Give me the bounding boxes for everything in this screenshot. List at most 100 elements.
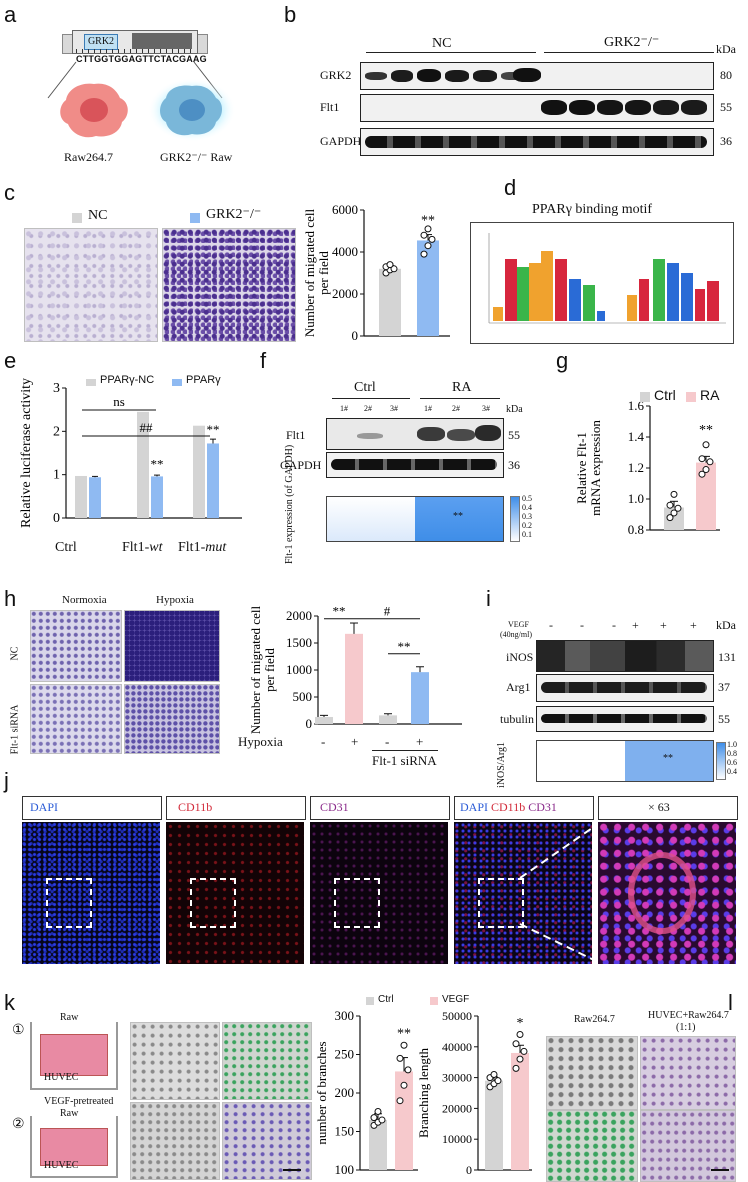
y-axis-label: number of branches xyxy=(314,1041,329,1144)
i-kda: kDa xyxy=(716,618,736,632)
band xyxy=(473,70,497,82)
k-well-1-medium xyxy=(40,1034,108,1076)
c-micrograph-ko xyxy=(162,228,296,342)
bar xyxy=(315,716,333,724)
b-kda: kDa xyxy=(716,42,736,56)
y-tick-label: 2000 xyxy=(332,286,358,301)
j-head-dapi-frame xyxy=(22,796,162,820)
band xyxy=(653,100,679,115)
b-kda-36: 36 xyxy=(720,134,732,148)
panel-label-f: f xyxy=(260,348,267,373)
c-legend-nc-swatch xyxy=(72,213,82,223)
g-legend-ra: RA xyxy=(700,387,720,403)
h-bar-chart: 0 500 1000 1500 2000 Number of migrated cell p… xyxy=(248,604,462,734)
g-legend-ctrl: Ctrl xyxy=(654,387,676,403)
h-sign-1: - xyxy=(321,734,326,749)
data-point xyxy=(516,1055,524,1063)
panel-label-c: c xyxy=(4,180,15,205)
bar xyxy=(696,462,716,530)
i-scale-2: 0.6 xyxy=(727,758,737,767)
c-bar-chart: 0 2000 4000 6000 Number of migrated cell per … xyxy=(302,202,450,343)
b-blot-grk2 xyxy=(360,62,714,90)
k-step2-top: VEGF-pretreated xyxy=(44,1096,114,1107)
data-point xyxy=(428,235,436,243)
bar xyxy=(379,268,401,336)
j-zoom-lines xyxy=(519,823,599,963)
j-roi-box xyxy=(46,878,92,928)
significance-mark: ** xyxy=(333,604,346,619)
f-lane-6: 3# xyxy=(482,404,490,413)
f-heatmap: ** xyxy=(326,496,504,542)
band xyxy=(541,100,567,115)
b-group-grk2: GRK2⁻/⁻ xyxy=(604,35,660,50)
y-tick-label: 2000 xyxy=(286,608,312,623)
data-point xyxy=(396,1097,404,1105)
f-heat-ra: ** xyxy=(415,497,503,541)
i-sign-5: + xyxy=(660,618,667,632)
y-tick-label: 200 xyxy=(335,1085,355,1100)
f-heatmap-ylabel: Flt-1 expression (of GAPDH) xyxy=(284,445,295,564)
f-scale-3: 0.2 xyxy=(522,521,532,530)
k-step1-top: Raw xyxy=(60,1012,79,1023)
bar xyxy=(379,715,397,724)
significance-mark: * xyxy=(517,1016,524,1031)
tubulin-bands xyxy=(541,714,707,723)
l-col2-line2: (1:1) xyxy=(676,1022,696,1033)
f-lane-5: 2# xyxy=(452,404,460,413)
data-point xyxy=(494,1077,502,1085)
e-x-wt: Flt1-wt xyxy=(122,540,162,556)
f-heat-sig: ** xyxy=(453,511,463,522)
f-row-gapdh: GAPDH xyxy=(280,458,322,472)
data-point xyxy=(374,1107,382,1115)
k-step2-top2: Raw xyxy=(60,1108,79,1119)
c-legend-ko-swatch xyxy=(190,213,200,223)
e-bar-chart: 0 1 2 3 Relative luciferase activity ns ## ** ** xyxy=(19,378,242,528)
f-kda: kDa xyxy=(506,404,523,415)
j-head-dapi: DAPI xyxy=(30,800,59,814)
k-legend-ctrl-swatch xyxy=(366,997,374,1005)
e-x-mut-suffix: mut xyxy=(205,540,227,555)
data-point xyxy=(666,514,674,522)
h-sirna-line xyxy=(372,750,438,751)
y-tick-label: 0 xyxy=(466,1163,472,1177)
d-sequence-logo xyxy=(488,233,726,324)
y-axis-label: per field xyxy=(316,251,331,295)
band xyxy=(357,433,383,439)
panel-label-a: a xyxy=(4,2,17,27)
significance-mark: # xyxy=(384,604,391,619)
i-kda-55: 55 xyxy=(718,712,730,726)
f-ylabel-line1: Flt-1 expression xyxy=(284,499,295,564)
y-tick-label: 1.4 xyxy=(628,429,645,444)
i-heatmap-ylabel: iNOS/Arg1 xyxy=(496,742,507,788)
hash-label: ## xyxy=(140,420,154,435)
b-kda-55: 55 xyxy=(720,100,732,114)
data-point xyxy=(670,490,678,498)
h-sign-2: + xyxy=(351,734,359,749)
j-image-merge xyxy=(454,822,592,964)
y-axis-label: mRNA expression xyxy=(588,420,603,516)
y-axis-label: Number of migrated cell xyxy=(302,209,317,338)
h-sign-3: - xyxy=(385,734,390,749)
k-image-vegf-raw xyxy=(130,1102,220,1180)
data-point xyxy=(512,1064,520,1072)
data-point xyxy=(378,1116,386,1124)
bar xyxy=(345,633,363,724)
d-title: PPARγ binding motif xyxy=(532,202,653,217)
e-x-mut: Flt1-mut xyxy=(178,540,226,556)
j-roi-box xyxy=(334,878,380,928)
significance-mark: ** xyxy=(421,214,435,229)
data-point xyxy=(370,1114,378,1122)
j-head-cd11b-frame xyxy=(166,796,306,820)
f-ra-line xyxy=(420,398,500,399)
data-point xyxy=(698,455,706,463)
band xyxy=(597,100,623,115)
i-sign-2: - xyxy=(580,618,584,632)
l-col1: Raw264.7 xyxy=(574,1014,615,1025)
e-x-wt-suffix: wt xyxy=(149,540,163,555)
e-x-wt-prefix: Flt1- xyxy=(122,540,150,555)
f-lane-3: 3# xyxy=(390,404,398,413)
h-micrograph-sirna-hypoxia xyxy=(124,684,220,754)
k-branches-chart: 100 150 200 250 300 number of branches ** xyxy=(314,1008,418,1177)
band xyxy=(447,429,475,441)
h-col-normoxia: Normoxia xyxy=(62,594,107,606)
